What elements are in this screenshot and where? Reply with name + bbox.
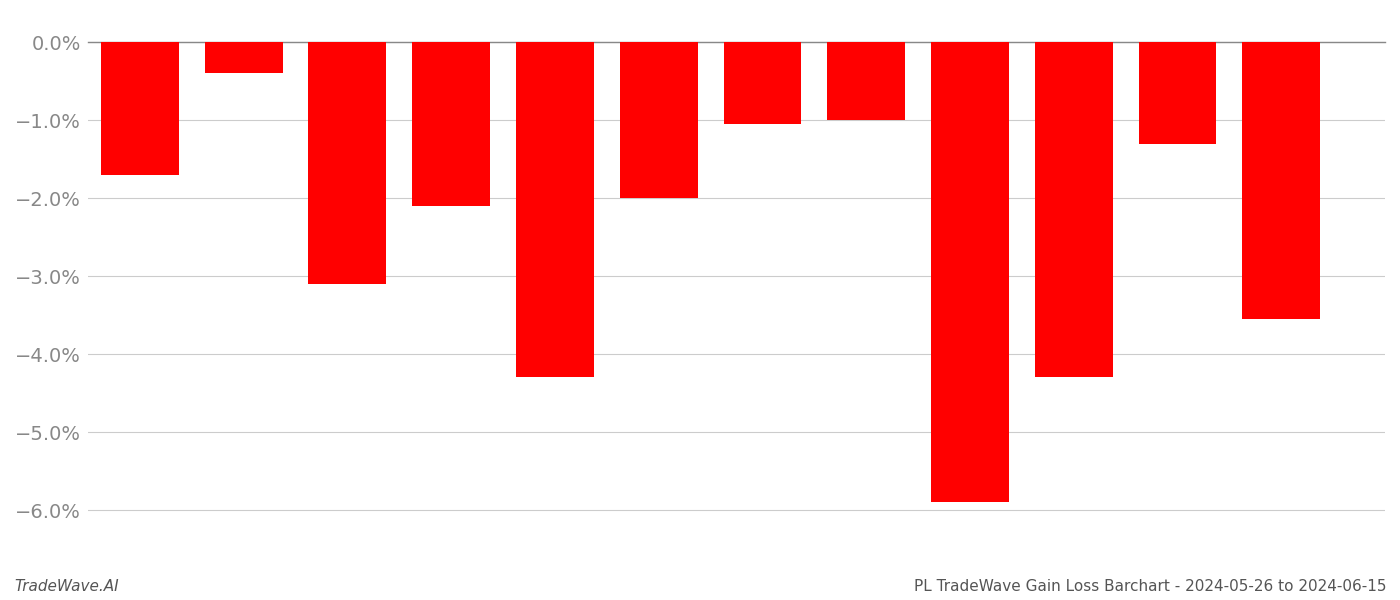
Bar (1138, 42, 1217, 143)
Text: TradeWave.AI: TradeWave.AI (14, 579, 119, 594)
Bar (412, 42, 490, 206)
Bar (517, 42, 594, 377)
Bar (308, 42, 386, 284)
Bar (204, 42, 283, 73)
Text: PL TradeWave Gain Loss Barchart - 2024-05-26 to 2024-06-15: PL TradeWave Gain Loss Barchart - 2024-0… (913, 579, 1386, 594)
Bar (620, 42, 697, 198)
Bar (724, 42, 801, 124)
Bar (1242, 42, 1320, 319)
Bar (1035, 42, 1113, 377)
Bar (827, 42, 904, 120)
Bar (931, 42, 1009, 502)
Bar (101, 42, 179, 175)
